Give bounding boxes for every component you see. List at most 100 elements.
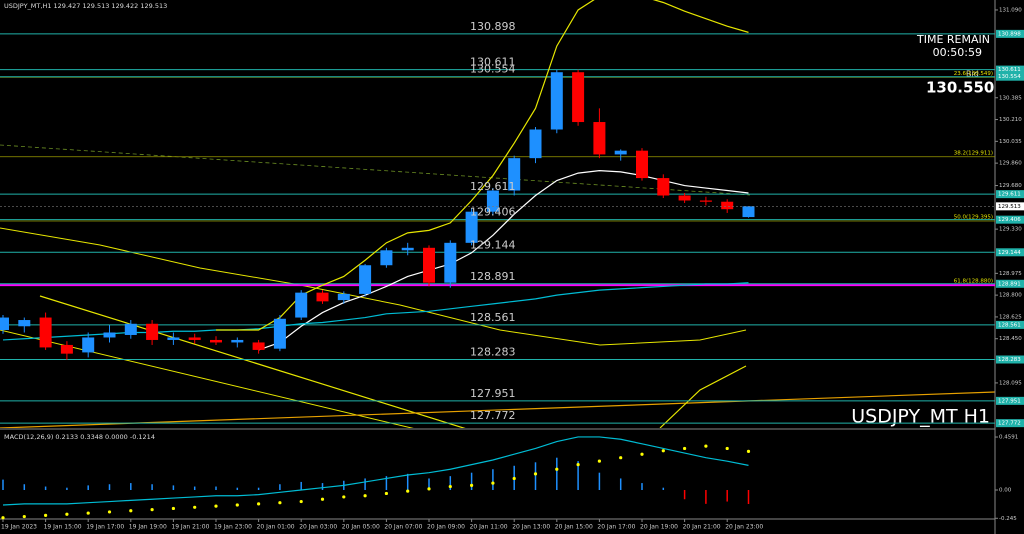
level-tag-label: 127.951	[998, 398, 1021, 404]
y-tick-label: 128.095	[999, 380, 1022, 386]
level-tag	[996, 72, 1024, 81]
candle-body	[721, 201, 734, 210]
main-panel	[0, 0, 995, 424]
x-tick-label: 20 Jan 17:00	[597, 524, 635, 531]
x-tick-label: 19 Jan 21:00	[171, 524, 209, 531]
level-tag	[996, 279, 1024, 288]
trendlines	[0, 144, 995, 428]
level-tag-label: 128.561	[998, 322, 1021, 328]
fib-label: 23.6(130.549)	[954, 71, 993, 77]
candle-body	[124, 323, 137, 335]
level-label: 128.283	[470, 346, 516, 359]
level-tag-label: 130.898	[998, 31, 1021, 37]
macd-label: MACD(12,26,9) 0.2133 0.3348 0.0000 -0.12…	[4, 433, 155, 441]
bid-price: 130.550	[926, 79, 994, 97]
level-label: 128.561	[470, 311, 516, 324]
macd-signal-dot	[683, 446, 687, 451]
x-tick-label: 20 Jan 05:00	[342, 524, 380, 531]
y-tick-label: 130.210	[999, 117, 1022, 123]
macd-signal-dot	[214, 504, 218, 508]
trendline	[39, 295, 466, 428]
macd-signal-dot	[576, 463, 580, 467]
candle-body	[252, 342, 265, 350]
x-tick-label: 20 Jan 13:00	[512, 524, 550, 531]
macd-signal-dot	[193, 505, 197, 509]
macd-signal-dot	[427, 487, 431, 491]
candle-body	[508, 158, 521, 191]
macd-signal-dot	[65, 512, 69, 516]
level-tag	[996, 65, 1024, 74]
x-tick-label: 19 Jan 17:00	[86, 524, 124, 531]
macd-signal-dot	[597, 459, 602, 463]
candle-body	[529, 129, 542, 159]
x-tick-label: 20 Jan 21:00	[683, 524, 721, 531]
macd-signal-dot	[320, 497, 325, 501]
candle-body	[82, 337, 95, 353]
bid-label: Bid	[966, 70, 979, 79]
x-tick-label: 19 Jan 2023	[1, 524, 37, 531]
x-tick-label: 20 Jan 15:00	[555, 524, 593, 531]
fib-label: 61.8(128.880)	[954, 279, 993, 285]
macd-signal-dot	[448, 484, 452, 489]
candle-body	[337, 293, 350, 301]
y-tick-label: 130.035	[999, 139, 1022, 145]
candle-body	[210, 339, 222, 343]
level-tag-label: 129.144	[998, 250, 1021, 256]
x-tick-label: 20 Jan 23:00	[725, 524, 763, 531]
level-label: 130.611	[470, 56, 516, 69]
level-label: 127.772	[470, 409, 516, 422]
candle-body	[146, 323, 159, 340]
macd-signal-dot	[257, 502, 261, 506]
macd-signal-dot	[22, 514, 26, 519]
timer: 00:50:59	[933, 46, 982, 59]
macd-signal-dot	[661, 449, 665, 453]
y-tick-label: 128.625	[999, 314, 1022, 320]
macd-signal-dot	[746, 449, 751, 453]
candle-body	[316, 292, 329, 302]
candle-body	[742, 206, 755, 218]
candle-body	[550, 72, 563, 130]
macd-panel	[1, 436, 751, 520]
macd-line	[2, 436, 749, 506]
candle-body	[380, 250, 393, 266]
macd-signal-dot	[619, 456, 623, 460]
macd-signal-dot	[107, 510, 112, 514]
macd-signal-dot	[1, 516, 5, 520]
level-tag-label: 130.611	[998, 67, 1021, 73]
level-label: 130.554	[470, 63, 516, 76]
level-tag	[996, 29, 1024, 38]
y-tick-label: 129.680	[999, 183, 1022, 189]
y-tick-label: 130.385	[999, 95, 1022, 101]
x-tick-label: 19 Jan 15:00	[44, 524, 82, 531]
candle-body	[188, 337, 201, 340]
y-tick-label: 128.450	[999, 336, 1022, 342]
macd-signal-dot	[470, 483, 474, 487]
x-tick-label: 20 Jan 11:00	[470, 524, 508, 531]
watermark: USDJPY_MT H1	[851, 406, 990, 428]
candle-body	[444, 242, 457, 283]
level-tag	[996, 248, 1024, 257]
level-tag	[996, 355, 1024, 364]
macd-signal-dot	[704, 444, 708, 448]
macd-tick-label: 0.4591	[999, 435, 1018, 441]
candle-body	[167, 337, 180, 340]
macd-signal-dot	[129, 509, 133, 513]
x-tick-label: 19 Jan 23:00	[214, 524, 252, 531]
level-tag	[996, 215, 1024, 224]
candle-body	[401, 247, 414, 251]
current-price-label: 129.513	[998, 204, 1021, 210]
macd-signal-dot	[533, 472, 538, 476]
macd-tick-label: 0.00	[999, 488, 1012, 494]
x-tick-label: 20 Jan 19:00	[640, 524, 678, 531]
fib-label: 38.2(129.911)	[954, 150, 993, 156]
x-tick-label: 19 Jan 19:00	[129, 524, 167, 531]
macd-signal-dot	[171, 506, 175, 511]
y-tick-label: 128.975	[999, 271, 1022, 277]
candle-body	[0, 317, 9, 330]
fib-label: 50.0(129.395)	[954, 215, 993, 221]
level-tag	[996, 419, 1024, 428]
macd-signal-dot	[44, 513, 48, 517]
macd-signal-dot	[150, 508, 154, 512]
macd-signal-dot	[299, 499, 303, 504]
